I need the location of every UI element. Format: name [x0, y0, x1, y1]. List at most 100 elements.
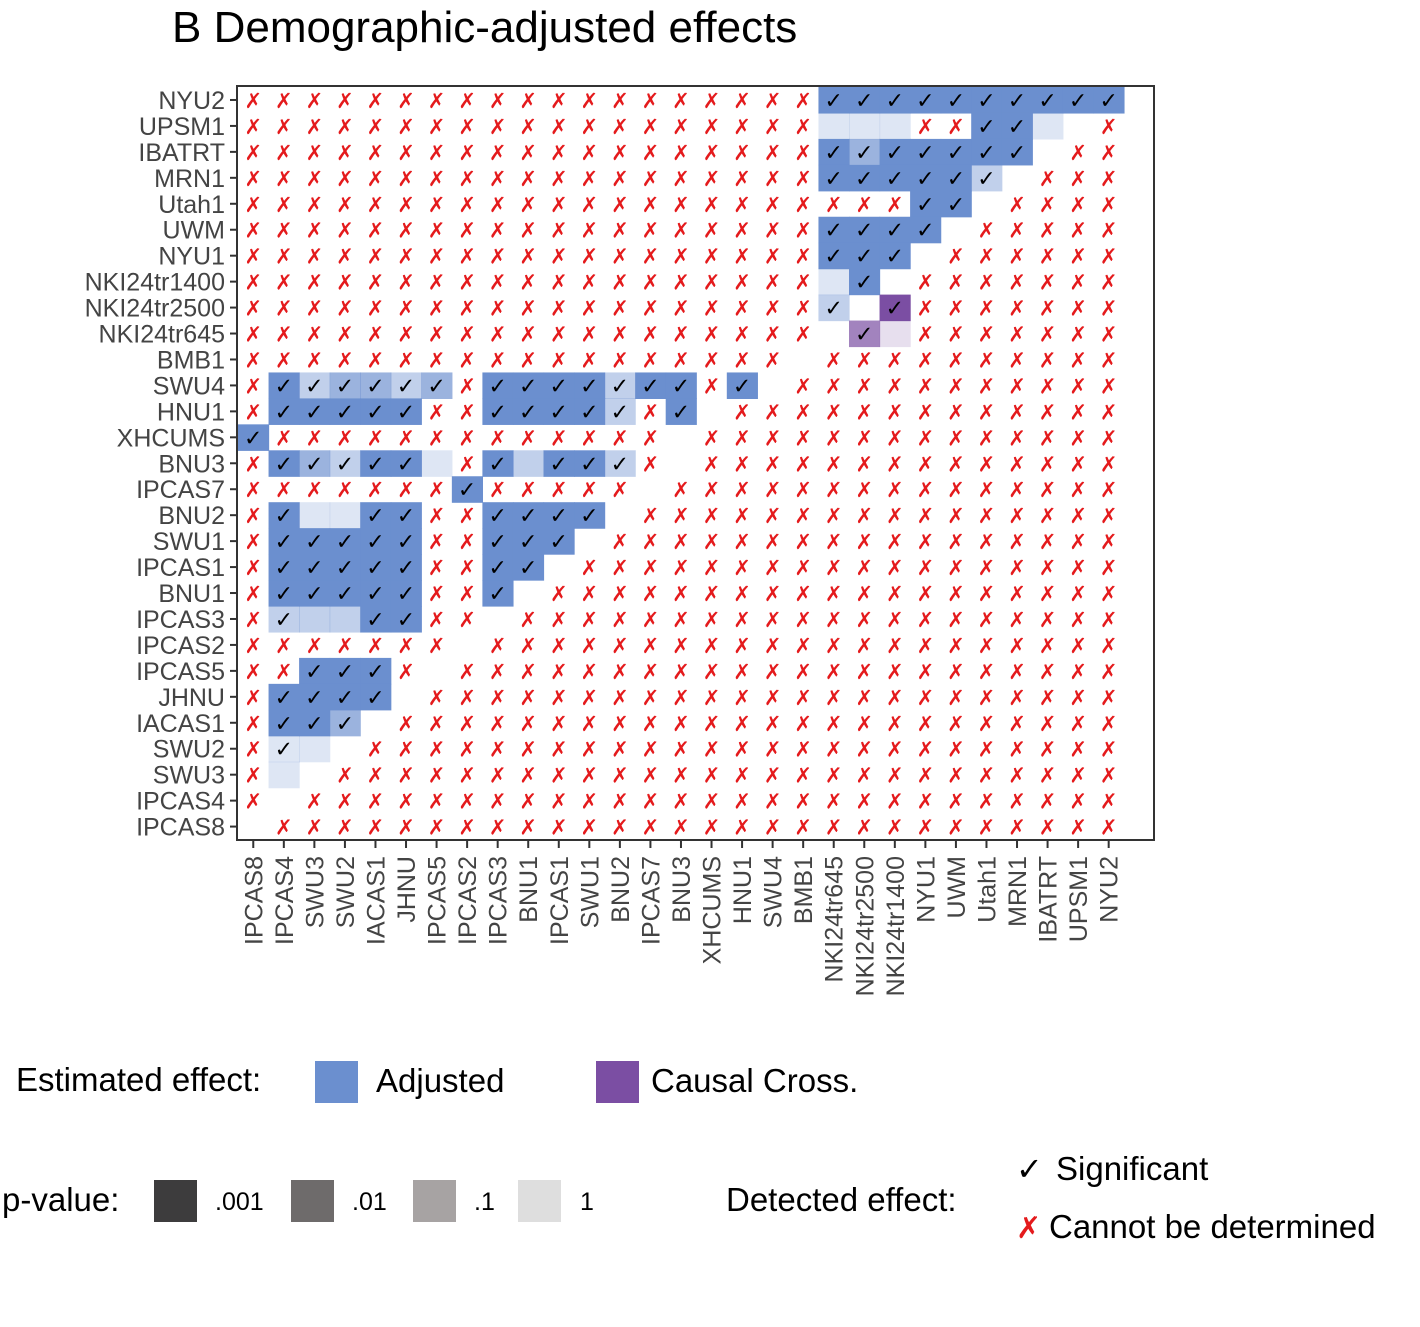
cross-mark: ✗ [519, 115, 537, 139]
cross-mark: ✗ [1100, 790, 1118, 814]
cross-mark: ✗ [703, 348, 721, 372]
cross-mark: ✗ [978, 452, 996, 476]
cross-mark: ✗ [458, 115, 476, 139]
cross-mark: ✗ [703, 167, 721, 191]
y-tick-label: BMB1 [157, 346, 225, 374]
y-tick-label: NKI24tr645 [99, 321, 225, 349]
cross-mark: ✗ [886, 634, 904, 658]
x-tick-label: SWU3 [301, 856, 329, 928]
cross-mark: ✗ [978, 400, 996, 424]
cross-mark: ✗ [917, 115, 935, 139]
cross-mark: ✗ [794, 478, 812, 502]
cross-mark: ✗ [642, 452, 660, 476]
cross-mark: ✗ [703, 738, 721, 762]
cross-mark: ✗ [733, 348, 751, 372]
cross-mark: ✗ [1008, 790, 1026, 814]
cross-mark: ✗ [855, 712, 873, 736]
cross-mark: ✗ [336, 816, 354, 840]
cross-mark: ✗ [1100, 608, 1118, 632]
y-tick-label: SWU4 [153, 372, 225, 400]
cross-mark: ✗ [489, 297, 507, 321]
cross-mark: ✗ [367, 323, 385, 347]
cross-mark: ✗ [244, 374, 262, 398]
cross-mark: ✗ [550, 245, 568, 269]
heatmap-cell [879, 242, 911, 270]
legend-cross-icon: ✗ [1016, 1211, 1041, 1246]
cross-mark: ✗ [244, 141, 262, 165]
cross-mark: ✗ [703, 141, 721, 165]
cross-mark: ✗ [367, 348, 385, 372]
check-mark: ✓ [1099, 89, 1117, 114]
cross-mark: ✗ [489, 219, 507, 243]
cross-mark: ✗ [672, 608, 690, 632]
cross-mark: ✗ [733, 89, 751, 113]
cross-mark: ✗ [550, 193, 568, 217]
cross-mark: ✗ [672, 115, 690, 139]
cross-mark: ✗ [703, 686, 721, 710]
heatmap-cell [971, 138, 1003, 166]
cross-mark: ✗ [1069, 400, 1087, 424]
heatmap-cell [849, 242, 881, 270]
cross-mark: ✗ [642, 89, 660, 113]
cross-mark: ✗ [1069, 660, 1087, 684]
heatmap-cell [635, 372, 667, 399]
cross-mark: ✗ [1069, 608, 1087, 632]
heatmap-cell [543, 398, 575, 425]
heatmap-cell [482, 450, 514, 477]
cross-mark: ✗ [581, 660, 599, 684]
cross-mark: ✗ [733, 504, 751, 528]
heatmap-cell [879, 294, 911, 322]
cross-mark: ✗ [978, 712, 996, 736]
y-tick-label: IACAS1 [136, 710, 225, 738]
cross-mark: ✗ [611, 167, 629, 191]
check-mark: ✓ [916, 219, 934, 244]
check-mark: ✓ [1008, 115, 1026, 140]
cross-mark: ✗ [428, 712, 446, 736]
cross-mark: ✗ [489, 115, 507, 139]
cross-mark: ✗ [1100, 530, 1118, 554]
cross-mark: ✗ [794, 141, 812, 165]
cross-mark: ✗ [794, 426, 812, 450]
cross-mark: ✗ [428, 478, 446, 502]
cross-mark: ✗ [642, 141, 660, 165]
heatmap-cell [940, 87, 972, 114]
cross-mark: ✗ [1069, 634, 1087, 658]
cross-mark: ✗ [764, 400, 782, 424]
cross-mark: ✗ [733, 271, 751, 295]
check-mark: ✓ [488, 556, 506, 581]
cross-mark: ✗ [306, 115, 324, 139]
cross-mark: ✗ [519, 89, 537, 113]
cross-mark: ✗ [825, 790, 843, 814]
cross-mark: ✗ [367, 297, 385, 321]
cross-mark: ✗ [1100, 816, 1118, 840]
heatmap-cell [299, 657, 331, 685]
cross-mark: ✗ [550, 790, 568, 814]
cross-mark: ✗ [458, 426, 476, 450]
cross-mark: ✗ [855, 608, 873, 632]
cross-mark: ✗ [1069, 141, 1087, 165]
legend-swatch-pone [518, 1180, 561, 1222]
cross-mark: ✗ [825, 764, 843, 788]
cross-mark: ✗ [917, 608, 935, 632]
heatmap-cell [543, 528, 575, 555]
cross-mark: ✗ [1039, 478, 1057, 502]
heatmap-cell [299, 735, 331, 763]
cross-mark: ✗ [703, 452, 721, 476]
cross-mark: ✗ [397, 115, 415, 139]
cross-mark: ✗ [825, 556, 843, 580]
cross-mark: ✗ [733, 712, 751, 736]
cross-mark: ✗ [581, 219, 599, 243]
cross-mark: ✗ [1039, 323, 1057, 347]
legend-label-p01: .01 [352, 1188, 387, 1216]
cross-mark: ✗ [947, 738, 965, 762]
cross-mark: ✗ [244, 89, 262, 113]
cross-mark: ✗ [397, 790, 415, 814]
cross-mark: ✗ [428, 115, 446, 139]
cross-mark: ✗ [1039, 348, 1057, 372]
cross-mark: ✗ [581, 764, 599, 788]
legend-swatch-causal [596, 1061, 639, 1103]
cross-mark: ✗ [1069, 686, 1087, 710]
heatmap-cell [329, 709, 361, 737]
cross-mark: ✗ [794, 323, 812, 347]
cross-mark: ✗ [275, 115, 293, 139]
